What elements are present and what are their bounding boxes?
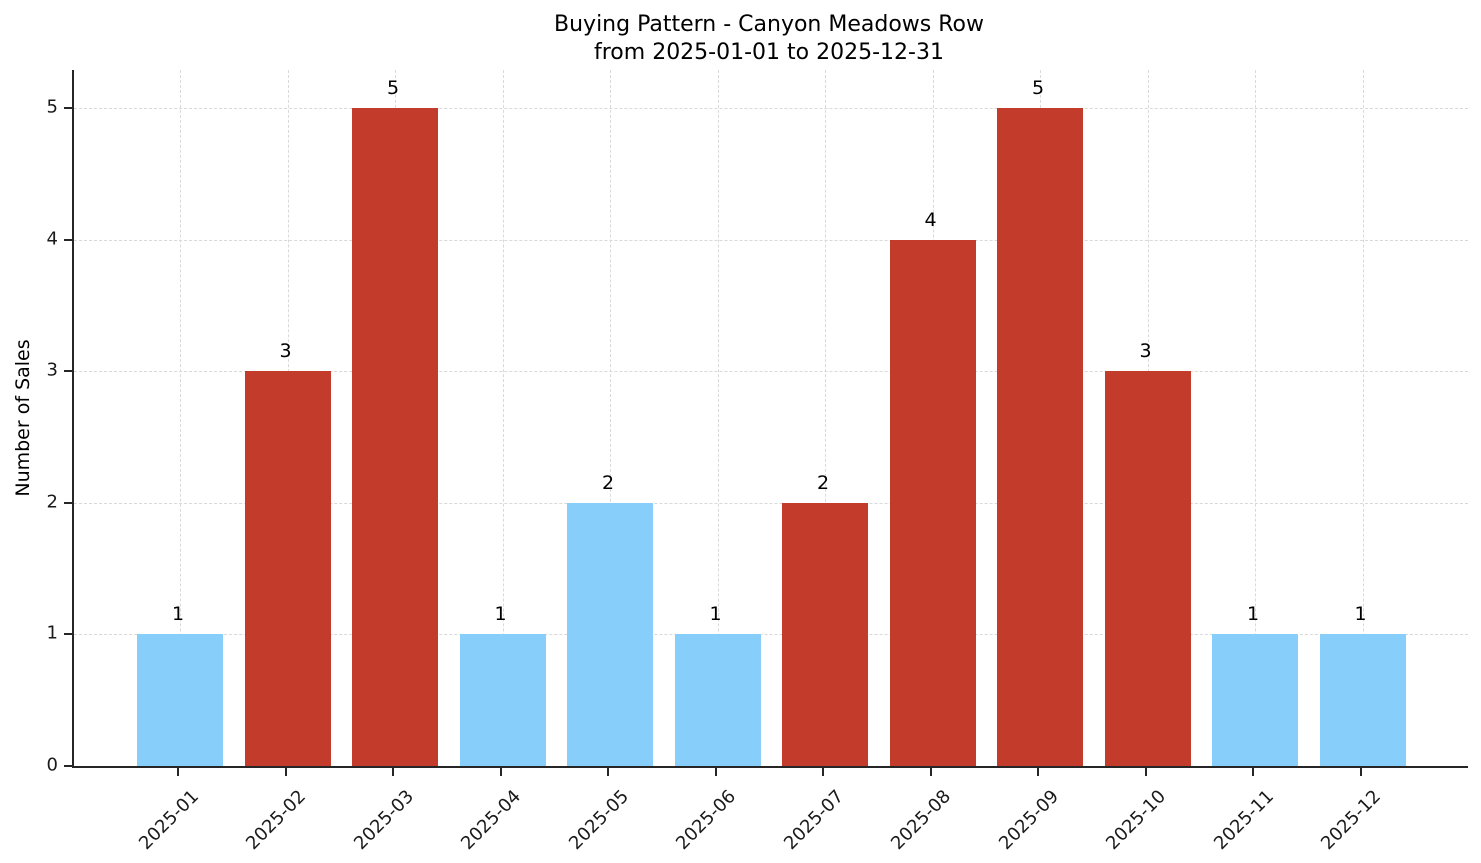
bar-value-label-2025-07: 2 bbox=[816, 471, 830, 494]
x-tick-2025-11 bbox=[1252, 768, 1254, 776]
chart-subtitle: from 2025-01-01 to 2025-12-31 bbox=[594, 39, 944, 65]
bar-2025-07 bbox=[782, 502, 868, 766]
x-tick-2025-12 bbox=[1359, 768, 1362, 776]
x-tick-2025-06 bbox=[714, 768, 717, 776]
bar-2025-02 bbox=[244, 371, 331, 766]
y-tick-0 bbox=[64, 765, 72, 767]
x-tick-2025-05 bbox=[607, 768, 609, 776]
bar-2025-08 bbox=[889, 239, 976, 766]
y-tick-label-5: 5 bbox=[46, 96, 58, 118]
y-tick-1 bbox=[64, 633, 72, 636]
x-tick-label-2025-10: 2025-10 bbox=[1102, 786, 1171, 855]
x-tick-label-2025-02: 2025-02 bbox=[242, 786, 311, 855]
x-tick-2025-08 bbox=[929, 768, 932, 776]
bar-value-label-2025-11: 1 bbox=[1246, 603, 1260, 626]
x-tick-2025-04 bbox=[499, 768, 502, 776]
gridline-v-2025-04 bbox=[502, 70, 504, 766]
bar-value-label-2025-12: 1 bbox=[1354, 603, 1367, 626]
bar-2025-09 bbox=[997, 108, 1083, 766]
x-tick-2025-03 bbox=[392, 768, 394, 776]
y-tick-3 bbox=[64, 370, 72, 373]
x-tick-label-2025-05: 2025-05 bbox=[564, 786, 633, 855]
bar-value-label-2025-05: 2 bbox=[601, 471, 615, 494]
bar-value-label-2025-04: 1 bbox=[494, 603, 507, 626]
gridline-v-2025-01 bbox=[180, 70, 181, 766]
y-tick-5 bbox=[64, 107, 72, 109]
bar-value-label-2025-03: 5 bbox=[386, 77, 400, 99]
gridline-h-2 bbox=[74, 502, 1468, 504]
x-tick-label-2025-09: 2025-09 bbox=[994, 786, 1063, 855]
bar-2025-11 bbox=[1212, 634, 1298, 766]
y-tick-2 bbox=[64, 501, 72, 504]
gridline-v-2025-07 bbox=[825, 70, 826, 766]
x-tick-2025-07 bbox=[822, 768, 824, 776]
x-tick-2025-01 bbox=[177, 768, 179, 776]
x-tick-2025-02 bbox=[284, 768, 287, 776]
gridline-v-2025-06 bbox=[717, 70, 719, 766]
gridline-h-1 bbox=[74, 634, 1468, 636]
plot-area bbox=[72, 70, 1468, 768]
y-tick-4 bbox=[64, 238, 72, 241]
x-tick-label-2025-06: 2025-06 bbox=[672, 786, 741, 855]
gridline-v-2025-12 bbox=[1362, 70, 1364, 766]
y-tick-label-0: 0 bbox=[46, 754, 58, 776]
bar-value-label-2025-01: 1 bbox=[171, 603, 185, 626]
bar-2025-10 bbox=[1104, 371, 1191, 766]
bar-2025-06 bbox=[674, 634, 761, 766]
y-tick-label-1: 1 bbox=[46, 622, 58, 644]
gridline-v-2025-11 bbox=[1255, 70, 1256, 766]
chart-title: Buying Pattern - Canyon Meadows Row bbox=[554, 12, 984, 37]
x-tick-label-2025-01: 2025-01 bbox=[134, 786, 203, 855]
y-tick-label-4: 4 bbox=[46, 228, 58, 250]
y-tick-label-3: 3 bbox=[46, 359, 58, 381]
x-tick-2025-10 bbox=[1144, 768, 1147, 776]
y-tick-label-2: 2 bbox=[46, 491, 58, 513]
bar-2025-01 bbox=[137, 634, 223, 766]
x-tick-label-2025-11: 2025-11 bbox=[1209, 786, 1278, 855]
x-tick-label-2025-08: 2025-08 bbox=[887, 786, 956, 855]
bar-value-label-2025-06: 1 bbox=[709, 603, 722, 626]
x-tick-label-2025-07: 2025-07 bbox=[779, 786, 848, 855]
bar-value-label-2025-08: 4 bbox=[924, 208, 937, 231]
bar-2025-04 bbox=[459, 634, 546, 766]
bar-value-label-2025-09: 5 bbox=[1031, 77, 1045, 99]
x-tick-label-2025-04: 2025-04 bbox=[457, 786, 526, 855]
chart-title-block: Buying Pattern - Canyon Meadows Row from… bbox=[72, 11, 1466, 67]
gridline-h-5 bbox=[74, 108, 1468, 109]
x-tick-2025-09 bbox=[1037, 768, 1039, 776]
gridline-v-2025-05 bbox=[610, 70, 611, 766]
bar-value-label-2025-02: 3 bbox=[279, 340, 292, 363]
bar-value-label-2025-10: 3 bbox=[1139, 340, 1152, 363]
bar-2025-12 bbox=[1319, 634, 1406, 766]
bar-2025-03 bbox=[352, 108, 438, 766]
bar-2025-05 bbox=[567, 502, 653, 766]
x-tick-label-2025-03: 2025-03 bbox=[349, 786, 418, 855]
gridline-h-4 bbox=[74, 239, 1468, 241]
gridline-h-3 bbox=[74, 371, 1468, 373]
x-tick-label-2025-12: 2025-12 bbox=[1317, 786, 1386, 855]
